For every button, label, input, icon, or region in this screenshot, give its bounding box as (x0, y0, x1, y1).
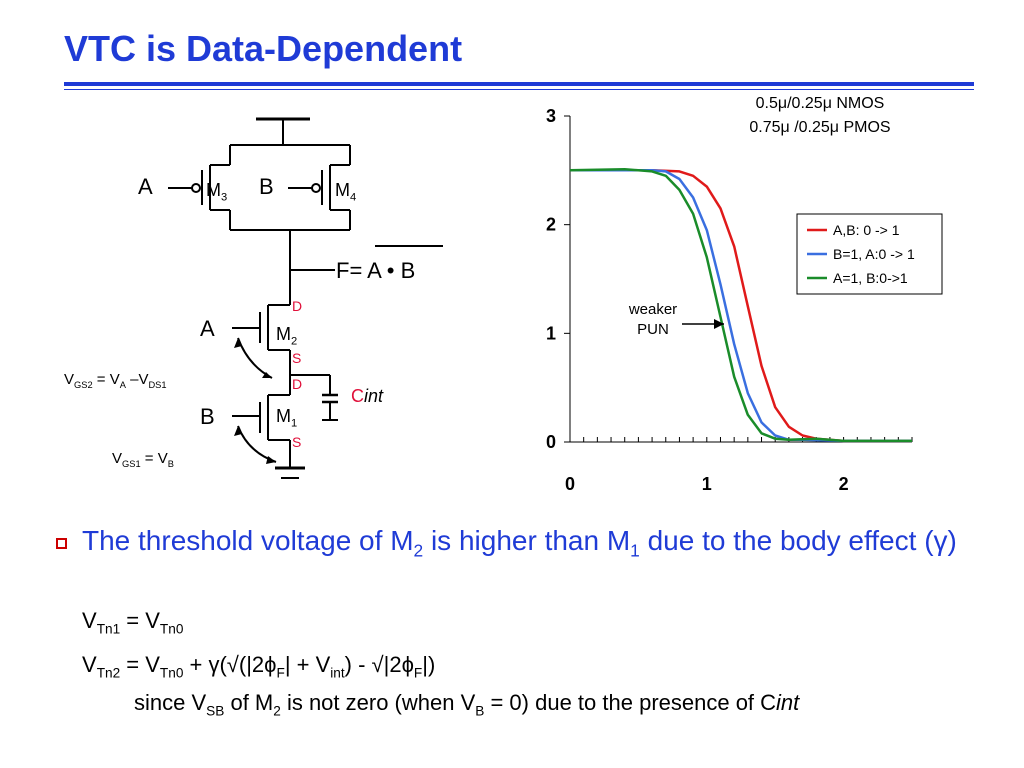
device-sizes-note: 0.5μ/0.25μ NMOS 0.75μ /0.25μ PMOS (700, 92, 940, 140)
vgs1-equation: VGS1 = VB (112, 450, 174, 469)
pmos-size: 0.75μ /0.25μ PMOS (749, 119, 891, 136)
transistor-m2-label: M2 (276, 324, 298, 348)
x-tick-label: 1 (702, 474, 712, 494)
annotation-arrowhead (714, 319, 724, 329)
m1-drain-label: D (292, 376, 303, 392)
y-tick-label: 0 (546, 432, 556, 452)
gate-label-a-bottom: A (200, 316, 215, 341)
gate-label-a-top: A (138, 174, 153, 199)
cint-label: Cint (351, 386, 384, 406)
legend-entry: B=1, A:0 -> 1 (833, 246, 915, 262)
legend-entry: A,B: 0 -> 1 (833, 222, 900, 238)
transistor-m4-label: M4 (335, 180, 357, 204)
transistor-m3-label: M3 (206, 180, 228, 204)
vtn1-equation: VTn1 = VTn0 (82, 608, 184, 637)
vtn2-equation: VTn2 = VTn0 + γ(√(|2ϕF| + Vint) - √|2ϕF|… (82, 652, 436, 681)
nmos-size: 0.5μ/0.25μ NMOS (755, 95, 885, 112)
legend-entry: A=1, B:0->1 (833, 270, 908, 286)
x-tick-label: 0 (565, 474, 575, 494)
x-tick-label: 2 (839, 474, 849, 494)
gate-label-b-top: B (259, 174, 274, 199)
series-line (569, 167, 912, 443)
vsb-explanation: since VSB of M2 is not zero (when VB = 0… (134, 690, 800, 719)
m1-source-label: S (292, 434, 302, 450)
body-effect-bullet: The threshold voltage of M2 is higher th… (82, 525, 957, 561)
y-tick-label: 1 (546, 323, 556, 343)
title-rule-thin (64, 89, 974, 90)
title-rule (64, 82, 974, 86)
gate-label-b-bottom: B (200, 404, 215, 429)
y-tick-label: 3 (546, 106, 556, 126)
slide-title: VTC is Data-Dependent (64, 28, 463, 69)
m2-source-label: S (292, 350, 302, 366)
m2-drain-label: D (292, 298, 303, 314)
weaker-pun-annotation: weaker PUN (628, 301, 678, 338)
bullet-marker (56, 538, 67, 549)
transistor-m1-label: M1 (276, 406, 298, 430)
vgs2-equation: VGS2 = VA –VDS1 (64, 371, 167, 390)
output-expression: F= A • B (336, 258, 416, 283)
y-tick-label: 2 (546, 215, 556, 235)
